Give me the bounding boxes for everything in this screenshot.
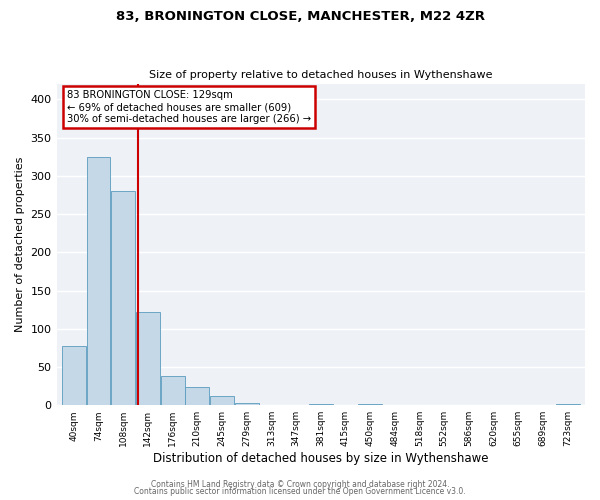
Text: 83 BRONINGTON CLOSE: 129sqm
← 69% of detached houses are smaller (609)
30% of se: 83 BRONINGTON CLOSE: 129sqm ← 69% of det…	[67, 90, 311, 124]
Bar	[309, 404, 333, 405]
Bar	[136, 312, 160, 405]
Title: Size of property relative to detached houses in Wythenshawe: Size of property relative to detached ho…	[149, 70, 493, 81]
Bar	[185, 387, 209, 405]
Bar	[210, 396, 234, 405]
Bar	[235, 403, 259, 405]
Y-axis label: Number of detached properties: Number of detached properties	[15, 157, 25, 332]
Bar	[556, 404, 580, 405]
Bar	[161, 376, 185, 405]
X-axis label: Distribution of detached houses by size in Wythenshawe: Distribution of detached houses by size …	[153, 452, 488, 465]
Text: Contains public sector information licensed under the Open Government Licence v3: Contains public sector information licen…	[134, 487, 466, 496]
Bar	[111, 191, 135, 405]
Text: 83, BRONINGTON CLOSE, MANCHESTER, M22 4ZR: 83, BRONINGTON CLOSE, MANCHESTER, M22 4Z…	[115, 10, 485, 23]
Bar	[62, 346, 86, 405]
Bar	[358, 404, 382, 405]
Bar	[86, 156, 110, 405]
Text: Contains HM Land Registry data © Crown copyright and database right 2024.: Contains HM Land Registry data © Crown c…	[151, 480, 449, 489]
